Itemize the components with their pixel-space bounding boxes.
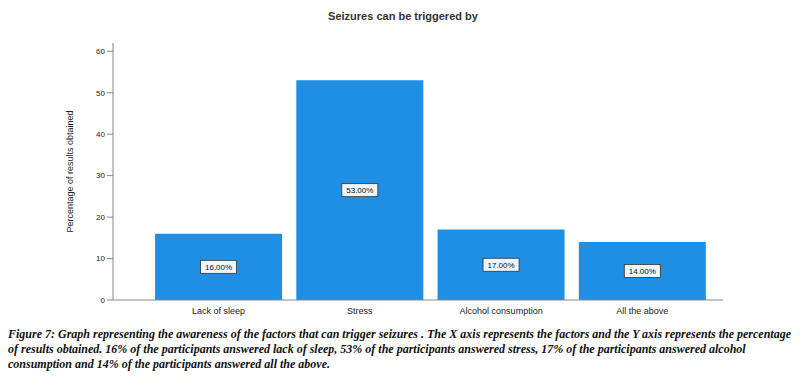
html-text:Figure 7: Graph representing t: Figure 7: Graph representing the awarene… bbox=[8, 327, 791, 371]
svg-text:Alcohol consumption: Alcohol consumption bbox=[460, 306, 543, 316]
svg-text:0: 0 bbox=[101, 296, 106, 305]
svg-text:Percentage of results obtained: Percentage of results obtained bbox=[65, 110, 75, 232]
svg-text:17.00%: 17.00% bbox=[487, 261, 514, 270]
svg-text:40: 40 bbox=[96, 130, 105, 139]
svg-text:20: 20 bbox=[96, 213, 105, 222]
svg-text:10: 10 bbox=[96, 254, 105, 263]
svg-text:53.00%: 53.00% bbox=[346, 186, 373, 195]
svg-text:14.00%: 14.00% bbox=[629, 267, 656, 276]
svg-text:50: 50 bbox=[96, 89, 105, 98]
svg-text:30: 30 bbox=[96, 171, 105, 180]
svg-text:Lack of sleep: Lack of sleep bbox=[192, 306, 245, 316]
svg-text:60: 60 bbox=[96, 47, 105, 56]
svg-text:16.00%: 16.00% bbox=[205, 263, 232, 272]
svg-text:All the above: All the above bbox=[616, 306, 668, 316]
html-text:Seizures can be triggered by: Seizures can be triggered by bbox=[328, 10, 478, 22]
svg-text:Stress: Stress bbox=[347, 306, 373, 316]
